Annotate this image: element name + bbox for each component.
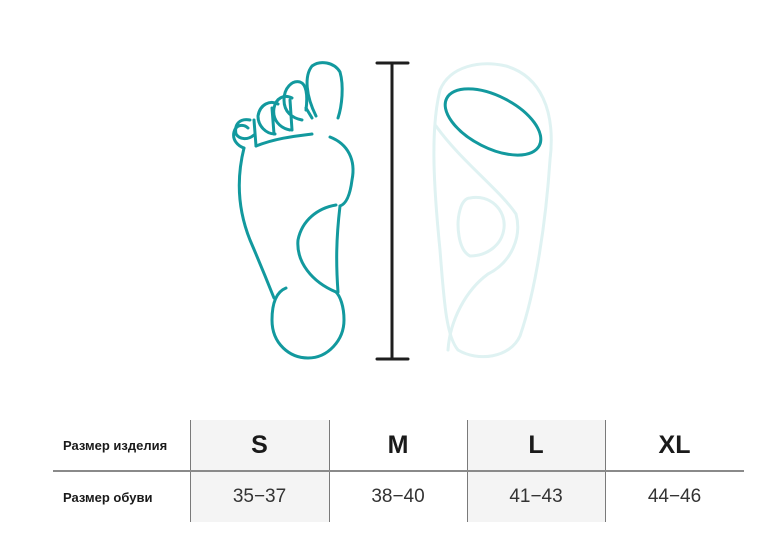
- illustration: [232, 61, 553, 361]
- size-l: L: [528, 430, 544, 459]
- foot-outline-icon: [232, 61, 355, 360]
- insole-icon: [432, 62, 553, 359]
- shoe-size-m: 38−40: [371, 486, 425, 507]
- size-m: M: [387, 430, 409, 459]
- row-divider: [53, 470, 744, 472]
- size-table: Размер изделия Размер обуви S M L XL 35−…: [53, 420, 744, 522]
- shoe-size-s: 35−37: [232, 486, 287, 507]
- shoe-size-xl: 44−46: [647, 486, 702, 507]
- size-xl: XL: [658, 430, 691, 459]
- size-s: S: [251, 430, 268, 459]
- row-header-product-size: Размер изделия: [63, 437, 168, 453]
- shoe-size-l: 41−43: [509, 486, 563, 507]
- row-header-shoe-size: Размер обуви: [63, 489, 153, 505]
- height-ruler-icon: [375, 61, 410, 361]
